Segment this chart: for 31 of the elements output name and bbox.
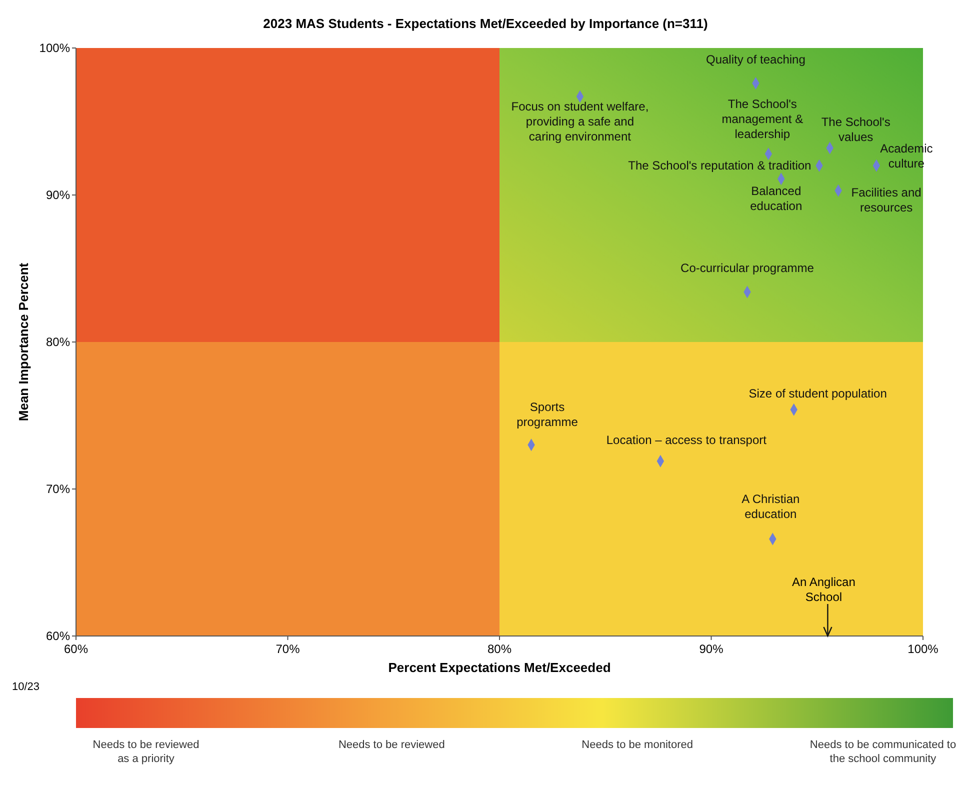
series-label: The School's values	[821, 114, 890, 144]
x-tick-label: 70%	[276, 642, 300, 656]
text: 10/23	[12, 681, 40, 693]
y-tick-label: 90%	[46, 188, 70, 202]
y-tick-label: 80%	[46, 335, 70, 349]
x-tick-label: 80%	[487, 642, 512, 656]
x-axis-title: Percent Expectations Met/Exceeded	[388, 660, 611, 675]
series-label: Quality of teaching	[706, 52, 806, 66]
annotation: An Anglican School	[792, 575, 856, 604]
y-tick-label: 70%	[46, 482, 70, 496]
chart-title: 2023 MAS Students - Expectations Met/Exceeded by Importance (n=311)	[263, 16, 708, 31]
text: A Christian education	[742, 492, 800, 521]
text: Size of student population	[748, 386, 887, 401]
text: Needs to be communicated to the school community	[810, 739, 956, 765]
x-tick-label: 60%	[64, 642, 88, 656]
text: The School's management & leadership	[722, 96, 804, 141]
y-tick-label: 60%	[46, 629, 70, 643]
text: Location – access to transport	[606, 433, 768, 448]
y-tick-label: 100%	[39, 41, 70, 55]
text: Needs to be reviewed	[338, 739, 445, 751]
series-label: Sports programme	[516, 400, 578, 429]
series-label: Balanced education	[750, 184, 802, 213]
x-tick-label: 100%	[908, 642, 939, 656]
series-label: The School's reputation & tradition	[628, 158, 812, 173]
x-tick-label: 90%	[699, 642, 724, 656]
y-axis-title: Mean Importance Percent	[16, 262, 31, 422]
series-label: Co-curricular programme	[680, 261, 814, 276]
series-label: Focus on student welfare, providing a safe and caring environment	[511, 100, 649, 144]
series-label: Facilities and resources	[851, 186, 922, 215]
text: Needs to be reviewed as a priority	[92, 739, 200, 765]
text: Needs to be monitored	[582, 739, 693, 751]
